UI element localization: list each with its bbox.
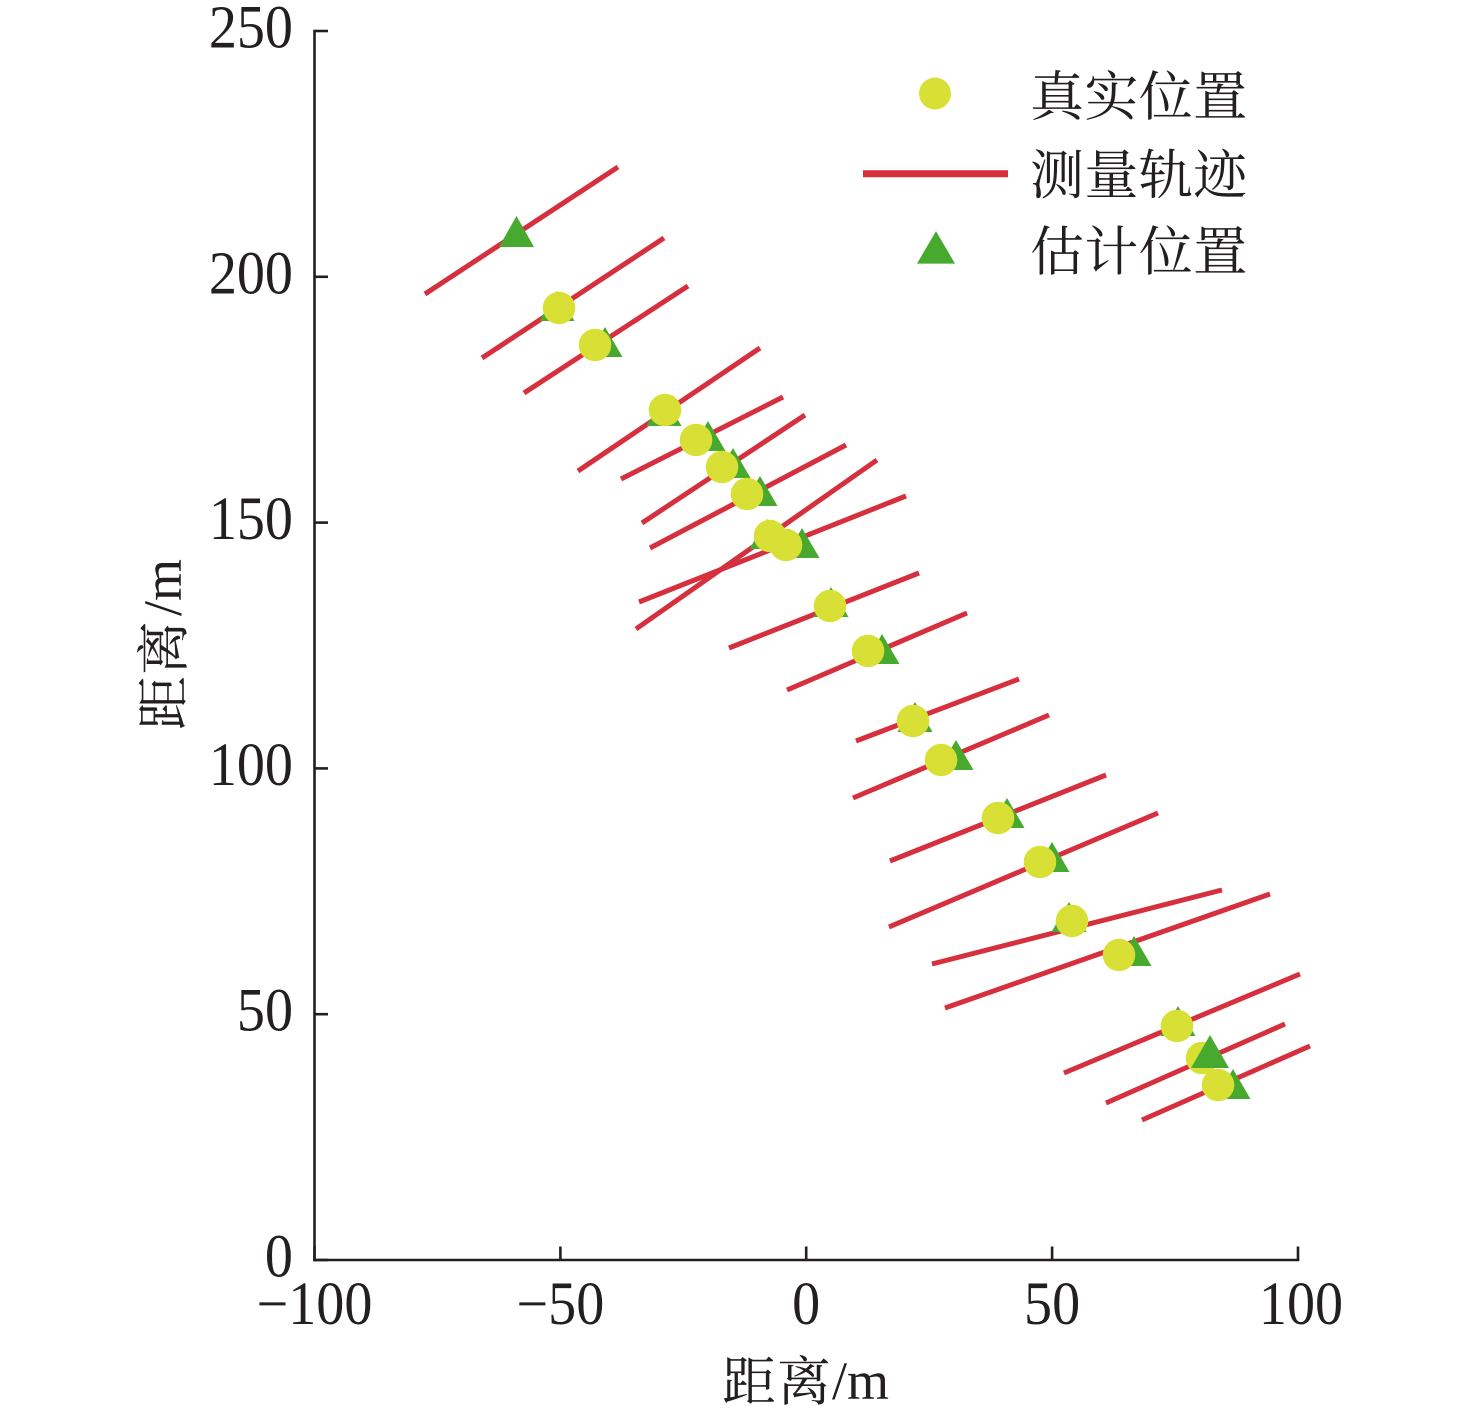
- svg-text:/m: /m: [832, 1351, 889, 1411]
- svg-text:250: 250: [209, 0, 293, 61]
- svg-text:200: 200: [209, 239, 293, 307]
- svg-text:50: 50: [237, 977, 293, 1045]
- svg-text:−50: −50: [517, 1270, 605, 1338]
- svg-text:50: 50: [1024, 1270, 1080, 1338]
- svg-text:100: 100: [1259, 1270, 1343, 1338]
- svg-text:/m: /m: [133, 559, 193, 616]
- svg-text:−100: −100: [257, 1270, 373, 1338]
- svg-text:100: 100: [209, 731, 293, 799]
- svg-text:0: 0: [792, 1270, 820, 1338]
- svg-text:150: 150: [209, 485, 293, 553]
- svg-text:0: 0: [265, 1222, 293, 1290]
